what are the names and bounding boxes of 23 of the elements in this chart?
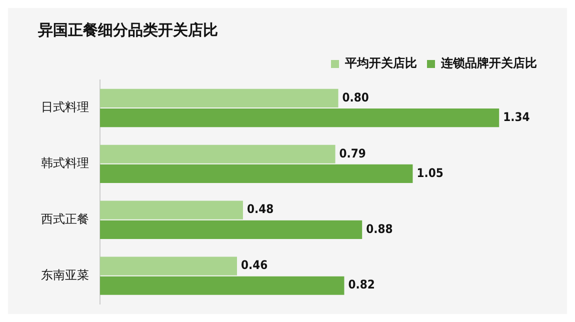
data-label: 1.05 (416, 166, 444, 180)
y-tick-label: 韩式料理 (41, 156, 89, 170)
data-label: 0.82 (348, 278, 375, 292)
data-label: 0.88 (366, 222, 393, 236)
bar (100, 144, 336, 164)
data-label: 0.80 (342, 90, 369, 104)
bar (100, 256, 238, 276)
y-tick-label: 东南亚菜 (41, 268, 89, 282)
y-tick-label: 西式正餐 (41, 212, 89, 226)
y-tick-label: 日式料理 (41, 100, 89, 114)
data-label: 0.46 (241, 258, 268, 272)
bar (100, 276, 344, 295)
bar (100, 108, 500, 128)
bar (100, 200, 243, 220)
data-label: 0.48 (246, 202, 274, 216)
chart-title: 异国正餐细分品类开关店比 (37, 20, 218, 39)
data-label: 1.34 (503, 110, 530, 124)
bar (100, 164, 413, 184)
bar (100, 220, 362, 239)
legend-label: 平均开关店比 (344, 56, 417, 70)
data-label: 0.79 (339, 146, 366, 160)
bar (100, 88, 338, 108)
legend-label: 连锁品牌开关店比 (440, 56, 537, 70)
